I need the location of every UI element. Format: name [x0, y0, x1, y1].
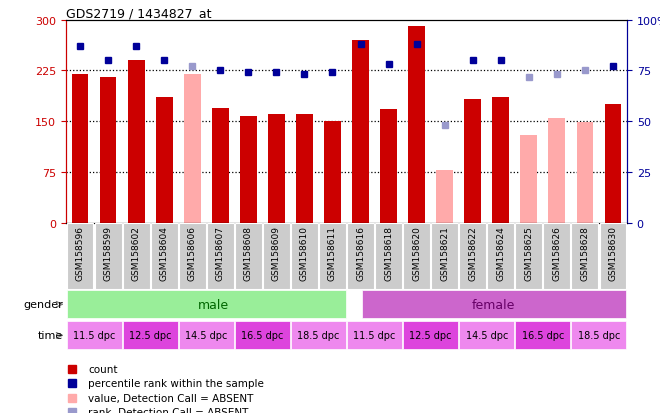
- FancyBboxPatch shape: [347, 223, 374, 289]
- Text: GSM158607: GSM158607: [216, 225, 225, 280]
- FancyBboxPatch shape: [67, 291, 346, 318]
- FancyBboxPatch shape: [362, 291, 626, 318]
- FancyBboxPatch shape: [263, 223, 290, 289]
- Text: 18.5 dpc: 18.5 dpc: [297, 330, 340, 341]
- Bar: [408, 27, 425, 223]
- Text: GSM158609: GSM158609: [272, 225, 281, 280]
- Bar: [100, 78, 116, 223]
- Bar: [72, 75, 88, 223]
- FancyBboxPatch shape: [543, 223, 570, 289]
- Bar: [156, 98, 173, 223]
- Text: 16.5 dpc: 16.5 dpc: [241, 330, 284, 341]
- Text: GSM158622: GSM158622: [468, 225, 477, 280]
- Text: 14.5 dpc: 14.5 dpc: [465, 330, 508, 341]
- Text: 12.5 dpc: 12.5 dpc: [129, 330, 172, 341]
- Text: GSM158624: GSM158624: [496, 225, 506, 280]
- Text: GSM158628: GSM158628: [580, 225, 589, 280]
- FancyBboxPatch shape: [319, 223, 346, 289]
- Text: 16.5 dpc: 16.5 dpc: [521, 330, 564, 341]
- Text: GDS2719 / 1434827_at: GDS2719 / 1434827_at: [66, 7, 211, 19]
- FancyBboxPatch shape: [431, 223, 458, 289]
- Bar: [492, 98, 510, 223]
- FancyBboxPatch shape: [599, 223, 626, 289]
- Text: GSM158618: GSM158618: [384, 225, 393, 280]
- Text: GSM158626: GSM158626: [552, 225, 562, 280]
- Bar: [605, 105, 622, 223]
- FancyBboxPatch shape: [403, 223, 430, 289]
- FancyBboxPatch shape: [235, 322, 290, 349]
- Bar: [436, 171, 453, 223]
- Text: 14.5 dpc: 14.5 dpc: [185, 330, 228, 341]
- FancyBboxPatch shape: [487, 223, 514, 289]
- Text: 11.5 dpc: 11.5 dpc: [353, 330, 396, 341]
- Text: female: female: [472, 298, 515, 311]
- FancyBboxPatch shape: [375, 223, 402, 289]
- Text: GSM158611: GSM158611: [328, 225, 337, 280]
- Text: 11.5 dpc: 11.5 dpc: [73, 330, 115, 341]
- FancyBboxPatch shape: [123, 322, 178, 349]
- Bar: [520, 135, 537, 223]
- FancyBboxPatch shape: [515, 223, 543, 289]
- Text: GSM158621: GSM158621: [440, 225, 449, 280]
- Bar: [380, 110, 397, 223]
- Bar: [128, 61, 145, 223]
- FancyBboxPatch shape: [347, 322, 402, 349]
- FancyBboxPatch shape: [515, 322, 570, 349]
- Text: GSM158610: GSM158610: [300, 225, 309, 280]
- Text: 18.5 dpc: 18.5 dpc: [578, 330, 620, 341]
- FancyBboxPatch shape: [291, 223, 318, 289]
- FancyBboxPatch shape: [123, 223, 150, 289]
- Text: GSM158625: GSM158625: [524, 225, 533, 280]
- Text: percentile rank within the sample: percentile rank within the sample: [88, 378, 264, 389]
- Text: GSM158604: GSM158604: [160, 225, 169, 280]
- Text: 12.5 dpc: 12.5 dpc: [409, 330, 452, 341]
- Bar: [296, 115, 313, 223]
- FancyBboxPatch shape: [291, 322, 346, 349]
- FancyBboxPatch shape: [572, 223, 599, 289]
- Bar: [324, 122, 341, 223]
- FancyBboxPatch shape: [94, 223, 121, 289]
- FancyBboxPatch shape: [179, 223, 206, 289]
- Text: time: time: [38, 330, 63, 341]
- FancyBboxPatch shape: [459, 322, 514, 349]
- FancyBboxPatch shape: [207, 223, 234, 289]
- Bar: [464, 100, 481, 223]
- FancyBboxPatch shape: [150, 223, 178, 289]
- FancyBboxPatch shape: [459, 223, 486, 289]
- Bar: [212, 108, 228, 223]
- Text: GSM158599: GSM158599: [104, 225, 113, 280]
- Text: count: count: [88, 364, 118, 374]
- Text: GSM158596: GSM158596: [75, 225, 84, 280]
- FancyBboxPatch shape: [403, 322, 458, 349]
- Text: rank, Detection Call = ABSENT: rank, Detection Call = ABSENT: [88, 408, 249, 413]
- Text: value, Detection Call = ABSENT: value, Detection Call = ABSENT: [88, 393, 254, 403]
- Bar: [268, 115, 285, 223]
- Text: GSM158608: GSM158608: [244, 225, 253, 280]
- FancyBboxPatch shape: [235, 223, 262, 289]
- FancyBboxPatch shape: [67, 322, 121, 349]
- Bar: [548, 119, 566, 223]
- Text: GSM158602: GSM158602: [131, 225, 141, 280]
- Text: GSM158630: GSM158630: [609, 225, 618, 280]
- Bar: [183, 75, 201, 223]
- Bar: [240, 116, 257, 223]
- FancyBboxPatch shape: [179, 322, 234, 349]
- Text: gender: gender: [23, 299, 63, 310]
- Text: GSM158606: GSM158606: [187, 225, 197, 280]
- Bar: [352, 41, 369, 223]
- Text: GSM158616: GSM158616: [356, 225, 365, 280]
- FancyBboxPatch shape: [67, 223, 94, 289]
- Bar: [577, 123, 593, 223]
- Text: male: male: [198, 298, 229, 311]
- FancyBboxPatch shape: [572, 322, 626, 349]
- Text: GSM158620: GSM158620: [412, 225, 421, 280]
